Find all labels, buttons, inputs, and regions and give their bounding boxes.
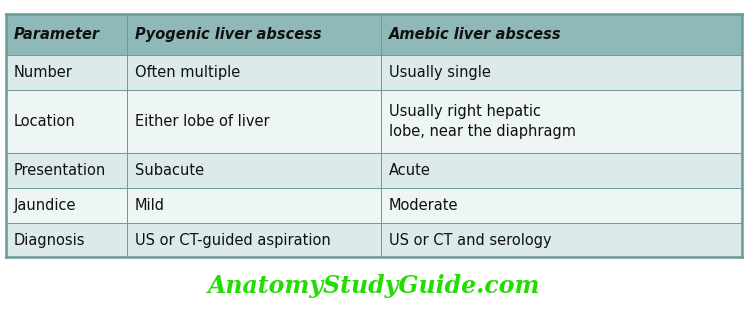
Text: Usually single: Usually single — [389, 65, 491, 80]
Bar — [6, 55, 127, 90]
Bar — [381, 90, 742, 153]
Bar — [127, 188, 381, 223]
Text: Location: Location — [13, 114, 76, 129]
Text: Subacute: Subacute — [135, 163, 204, 178]
Bar — [381, 188, 742, 223]
Text: Acute: Acute — [389, 163, 431, 178]
Bar — [127, 55, 381, 90]
Bar — [6, 188, 127, 223]
Bar — [381, 55, 742, 90]
Text: AnatomyStudyGuide.com: AnatomyStudyGuide.com — [208, 274, 540, 298]
Text: Diagnosis: Diagnosis — [13, 233, 85, 248]
Text: Usually right hepatic
lobe, near the diaphragm: Usually right hepatic lobe, near the dia… — [389, 104, 576, 138]
Bar — [381, 14, 742, 55]
Bar — [6, 90, 127, 153]
Text: Mild: Mild — [135, 198, 165, 213]
Text: Number: Number — [13, 65, 73, 80]
Text: Presentation: Presentation — [13, 163, 105, 178]
Bar — [127, 223, 381, 257]
Bar — [127, 14, 381, 55]
Text: US or CT-guided aspiration: US or CT-guided aspiration — [135, 233, 331, 248]
Bar — [6, 153, 127, 188]
Text: Often multiple: Often multiple — [135, 65, 240, 80]
Bar — [127, 153, 381, 188]
Text: Either lobe of liver: Either lobe of liver — [135, 114, 269, 129]
Bar — [381, 223, 742, 257]
Bar — [381, 153, 742, 188]
Text: Pyogenic liver abscess: Pyogenic liver abscess — [135, 27, 322, 42]
Text: US or CT and serology: US or CT and serology — [389, 233, 551, 248]
Bar — [6, 14, 127, 55]
Text: Jaundice: Jaundice — [13, 198, 76, 213]
Bar — [6, 223, 127, 257]
Text: Amebic liver abscess: Amebic liver abscess — [389, 27, 562, 42]
Text: Moderate: Moderate — [389, 198, 459, 213]
Text: Parameter: Parameter — [13, 27, 99, 42]
Bar — [127, 90, 381, 153]
